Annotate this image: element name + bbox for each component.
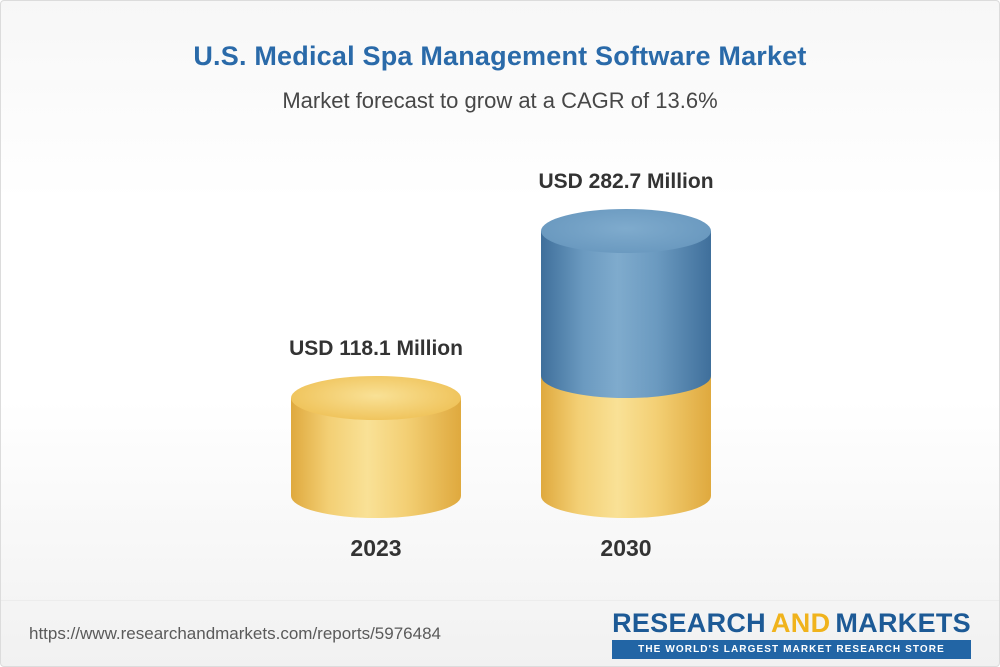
chart-title: U.S. Medical Spa Management Software Mar… (193, 41, 807, 71)
bar-group-2030: USD 282.7 Million 2030 (538, 169, 714, 562)
cylinder-top-ellipse (291, 376, 461, 420)
cylinder-2030 (541, 209, 711, 518)
category-label-2030: 2030 (600, 535, 652, 561)
bar-group-2023: USD 118.1 Million 2023 (289, 336, 463, 562)
growth-segment (541, 231, 711, 398)
cylinder-top-ellipse (541, 209, 711, 253)
logo-word-research: RESEARCH (612, 607, 766, 638)
logo-word-and: AND (770, 607, 831, 638)
source-url[interactable]: https://www.researchandmarkets.com/repor… (29, 623, 441, 643)
logo-tagline: THE WORLD'S LARGEST MARKET RESEARCH STOR… (612, 639, 971, 659)
chart-header: U.S. Medical Spa Management Software Mar… (1, 1, 999, 114)
value-label-2030: USD 282.7 Million (538, 170, 714, 193)
footer: https://www.researchandmarkets.com/repor… (1, 600, 999, 666)
logo-wordmark: RESEARCH AND MARKETS (612, 609, 971, 637)
category-label-2023: 2023 (350, 535, 402, 561)
cylinder-2023 (291, 376, 461, 518)
value-label-2023: USD 118.1 Million (289, 337, 463, 360)
research-and-markets-logo: RESEARCH AND MARKETS THE WORLD'S LARGEST M… (612, 609, 971, 659)
base-segment (541, 376, 711, 518)
logo-word-markets: MARKETS (835, 607, 971, 638)
chart-subtitle: Market forecast to grow at a CAGR of 13.… (282, 88, 718, 113)
